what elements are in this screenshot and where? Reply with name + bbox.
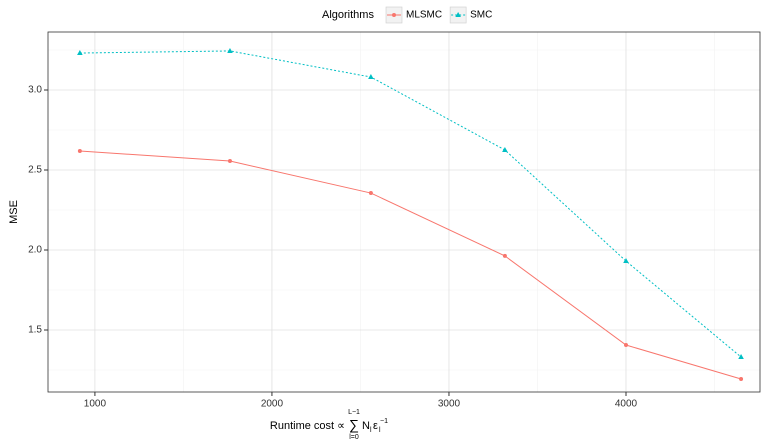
- series-line: [79, 150, 742, 380]
- x-axis-label-n: N: [362, 420, 370, 432]
- legend-label: MLSMC: [406, 10, 442, 21]
- x-tick-label: 4000: [615, 399, 638, 410]
- series-line: [79, 50, 742, 358]
- point: [623, 343, 628, 348]
- point: [502, 147, 508, 152]
- legend-marker: [455, 12, 461, 17]
- point: [368, 191, 373, 196]
- y-tick-label: 2.0: [28, 245, 42, 256]
- legend-marker: [392, 13, 396, 17]
- y-tick-label: 3.0: [28, 85, 42, 96]
- point: [739, 376, 744, 381]
- x-axis-label-eps: ε: [373, 420, 378, 432]
- point: [227, 47, 233, 53]
- point: [738, 354, 744, 360]
- point: [502, 253, 507, 258]
- x-axis-label-eps-sub: l: [379, 427, 381, 434]
- x-axis-label-eps-sup: −1: [380, 418, 388, 425]
- point: [368, 74, 374, 80]
- y-axis-label: MSE: [8, 200, 20, 224]
- point: [227, 159, 232, 164]
- x-tick-label: 2000: [261, 399, 284, 410]
- plot-border: [47, 31, 761, 393]
- y-tick-label: 2.5: [28, 165, 42, 176]
- x-axis-label-sum: ∑: [349, 417, 359, 433]
- legend-title: Algorithms: [322, 9, 374, 21]
- point: [77, 50, 83, 56]
- x-axis-label-upper: L−1: [348, 409, 360, 416]
- legend-label: SMC: [470, 10, 492, 21]
- point: [623, 258, 629, 264]
- x-tick-label: 3000: [438, 399, 461, 410]
- x-axis-label-lower: l=0: [349, 434, 359, 440]
- y-tick-label: 1.5: [28, 325, 42, 336]
- point: [77, 148, 82, 153]
- x-axis-label-n-sub: l: [370, 427, 372, 434]
- x-tick-label: 1000: [84, 399, 107, 410]
- x-axis-label: Runtime cost ∝: [270, 420, 345, 432]
